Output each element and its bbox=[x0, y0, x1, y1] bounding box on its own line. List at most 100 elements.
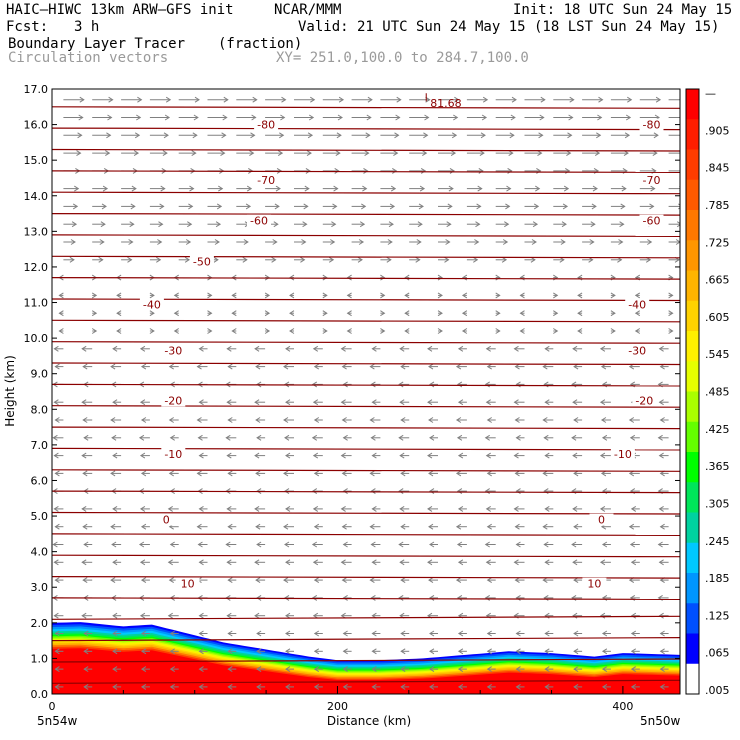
vector-arrow-head bbox=[91, 310, 98, 317]
vector-arrow-head bbox=[227, 630, 233, 637]
vector-arrow-head bbox=[254, 559, 260, 566]
vector-arrow-head bbox=[99, 239, 105, 245]
field-name: Boundary Layer Tracer bbox=[8, 36, 186, 52]
vector-arrow-head bbox=[400, 683, 406, 690]
vector-arrow-head bbox=[112, 505, 118, 512]
isotherm-line bbox=[52, 191, 680, 195]
vector-arrow-head bbox=[116, 310, 122, 317]
vector-arrow-head bbox=[630, 683, 637, 690]
vector-arrow-head bbox=[484, 594, 490, 601]
vector-arrow-head bbox=[657, 434, 663, 441]
vector-arrow-head bbox=[196, 470, 202, 477]
vector-arrow-head bbox=[553, 328, 559, 334]
vector-arrow-head bbox=[198, 630, 204, 637]
vector-arrow-head bbox=[198, 505, 204, 512]
vector-arrow-head bbox=[544, 399, 550, 406]
vector-arrow-head bbox=[283, 577, 289, 584]
isotherm-line bbox=[52, 447, 680, 451]
vector-arrow-head bbox=[311, 381, 318, 388]
vector-arrow-head bbox=[54, 630, 60, 637]
vector-arrow-head bbox=[599, 559, 606, 566]
vector-arrow-head bbox=[158, 221, 164, 228]
vector-arrow-head bbox=[322, 292, 328, 299]
vector-arrow-head bbox=[577, 328, 583, 334]
vector-arrow-head bbox=[486, 417, 492, 423]
vector-arrow-head bbox=[227, 523, 233, 530]
isotherm-line bbox=[52, 576, 680, 579]
isotherm-label-bg bbox=[625, 298, 650, 311]
vector-arrow-head bbox=[456, 541, 463, 548]
vector-arrow-head bbox=[515, 683, 521, 690]
vector-arrow-head bbox=[486, 523, 492, 530]
vector-arrow-head bbox=[196, 523, 202, 530]
vector-arrow-head bbox=[370, 594, 376, 601]
vector-arrow-head bbox=[303, 203, 309, 210]
vector-arrow-head bbox=[254, 452, 260, 459]
vector-arrow-head bbox=[207, 328, 213, 334]
vector-arrow-head bbox=[82, 417, 88, 423]
vector-arrow-head bbox=[139, 452, 146, 459]
vector-arrow-head bbox=[227, 648, 233, 655]
vector-arrow-head bbox=[429, 488, 435, 495]
plot-frame bbox=[51, 88, 681, 695]
vector-arrow-head bbox=[544, 559, 550, 566]
vector-arrow-head bbox=[598, 96, 604, 103]
vector-arrow-head bbox=[168, 363, 174, 370]
vector-arrow-head bbox=[398, 434, 404, 441]
vector-arrow-head bbox=[313, 470, 320, 477]
vector-arrow-head bbox=[456, 434, 463, 441]
vector-arrow-head bbox=[226, 345, 232, 352]
vector-arrow-head bbox=[399, 505, 405, 512]
isotherm-label: -30 bbox=[628, 345, 646, 358]
vector-arrow-head bbox=[519, 328, 525, 334]
colorbar-label: — bbox=[705, 87, 716, 100]
isotherm-line bbox=[52, 554, 680, 558]
vector-arrow-head bbox=[342, 541, 348, 548]
isotherm-label-bg bbox=[639, 214, 664, 227]
colorbar-label: .245 bbox=[705, 535, 730, 548]
vector-arrow-head bbox=[539, 114, 545, 121]
vector-arrow-head bbox=[457, 345, 464, 352]
vector-arrow-head bbox=[313, 363, 320, 370]
y-tick-label: 11.0 bbox=[24, 297, 49, 310]
vector-arrow-head bbox=[168, 417, 174, 423]
vector-arrow-head bbox=[313, 523, 320, 530]
vector-arrow-head bbox=[284, 434, 290, 441]
vector-arrow-head bbox=[495, 328, 501, 334]
vector-arrow-head bbox=[312, 559, 319, 566]
vector-arrow-head bbox=[133, 150, 140, 157]
vector-arrow-head bbox=[313, 683, 320, 690]
vector-arrow-head bbox=[371, 399, 377, 406]
vector-arrow-head bbox=[101, 203, 107, 210]
vector-arrow-head bbox=[457, 452, 464, 459]
vector-arrow-head bbox=[371, 683, 377, 690]
vector-arrow-head bbox=[280, 114, 286, 121]
isotherm-label: -20 bbox=[635, 394, 653, 407]
vector-arrow-head bbox=[573, 683, 579, 690]
vector-arrow-head bbox=[371, 505, 377, 512]
vector-arrow-head bbox=[429, 594, 435, 601]
vector-arrow-head bbox=[629, 541, 636, 548]
vector-arrow-head bbox=[506, 185, 512, 192]
vector-arrow-head bbox=[72, 203, 79, 210]
vector-arrow-head bbox=[313, 577, 320, 584]
vector-arrow-head bbox=[264, 292, 271, 299]
vector-arrow-head bbox=[544, 666, 550, 673]
vector-arrow-head bbox=[486, 577, 492, 584]
y-axis: 0.0 1.0 2.0 3.0 4.0 5.0 6.0 7.0 8.0 9.0 10.0 11.0 12… bbox=[24, 83, 680, 701]
vector-arrow-head bbox=[139, 399, 146, 406]
vector-arrow-head bbox=[428, 577, 434, 584]
vector-arrow-head bbox=[137, 96, 143, 103]
colorbar-swatch bbox=[686, 240, 699, 272]
vector-arrow-head bbox=[601, 630, 608, 637]
isotherm-label: -60 bbox=[250, 215, 268, 228]
vector-arrow-head bbox=[399, 559, 405, 566]
vector-arrow-head bbox=[543, 541, 549, 548]
isotherm-label: -40 bbox=[628, 298, 646, 311]
vector-arrow-head bbox=[394, 132, 400, 139]
vector-arrow-head bbox=[252, 96, 258, 103]
vector-arrow-head bbox=[83, 630, 89, 637]
vector-arrow-head bbox=[54, 648, 60, 655]
vector-arrow-head bbox=[630, 559, 637, 566]
vector-arrow-head bbox=[249, 150, 255, 157]
